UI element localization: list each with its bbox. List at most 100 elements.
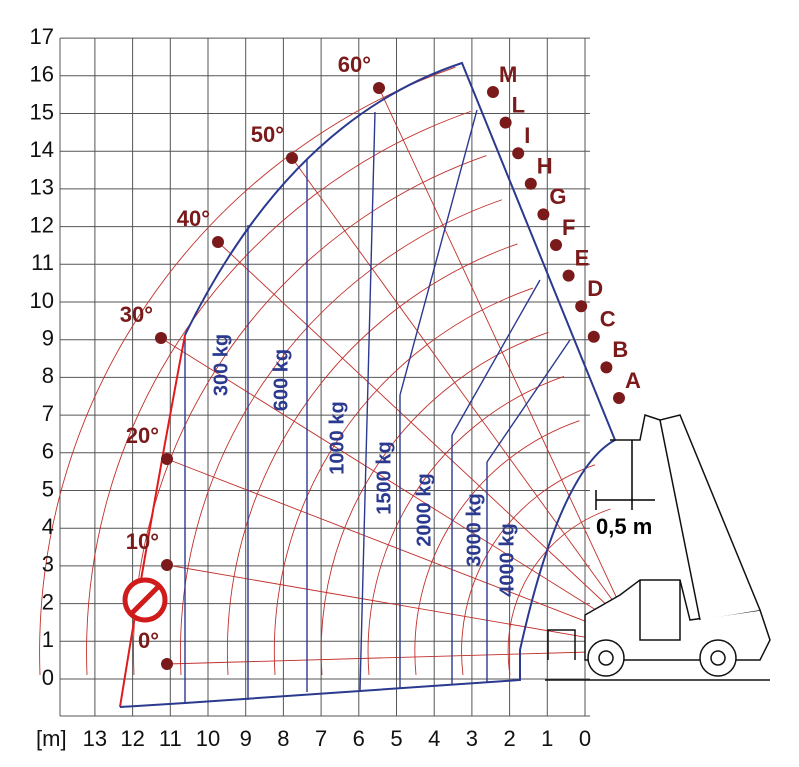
load-label: 4000 kg xyxy=(496,523,518,596)
angle-label: 0° xyxy=(138,628,159,653)
extension-label: E xyxy=(575,245,590,270)
axis-unit: [m] xyxy=(36,726,67,751)
extension-label: A xyxy=(625,368,641,393)
extension-label: M xyxy=(499,62,517,87)
y-tick-label: 17 xyxy=(30,24,54,49)
y-tick-label: 1 xyxy=(42,627,54,652)
extension-dot xyxy=(537,208,550,221)
extension-arc xyxy=(133,155,487,676)
extension-label: L xyxy=(512,92,525,117)
angle-dot xyxy=(286,152,298,164)
angle-dot xyxy=(161,559,173,571)
angle-line xyxy=(166,564,621,644)
x-tick-label: 0 xyxy=(579,726,591,751)
angle-line xyxy=(217,241,621,618)
y-tick-label: 6 xyxy=(42,439,54,464)
angle-dot xyxy=(161,453,173,465)
telehandler xyxy=(545,414,771,681)
extension-arc xyxy=(367,376,565,676)
no-entry-sign xyxy=(122,577,168,623)
load-label: 600 kg xyxy=(270,349,292,411)
extension-dot xyxy=(524,177,537,190)
angle-dot xyxy=(212,236,224,248)
extension-dot xyxy=(613,392,625,404)
y-tick-label: 14 xyxy=(30,137,54,162)
extension-label: I xyxy=(524,123,530,148)
angle-label: 10° xyxy=(126,529,159,554)
radius-lines xyxy=(39,66,621,676)
load-line xyxy=(359,111,376,691)
extension-label: F xyxy=(562,215,575,240)
dimension xyxy=(595,440,655,510)
extension-dot xyxy=(562,269,575,282)
extension-dot xyxy=(512,147,525,160)
x-tick-label: 7 xyxy=(315,726,327,751)
envelope xyxy=(119,61,617,708)
y-tick-label: 5 xyxy=(42,476,54,501)
extension-label: B xyxy=(612,337,628,362)
y-tick-label: 16 xyxy=(30,62,54,87)
angle-line xyxy=(378,87,621,606)
angle-line xyxy=(166,650,621,665)
x-tick-label: 11 xyxy=(159,726,182,751)
x-tick-label: 2 xyxy=(503,726,515,751)
load-label: 300 kg xyxy=(210,334,232,396)
extension-dot xyxy=(487,86,499,98)
load-line xyxy=(451,279,541,436)
extension-label: H xyxy=(537,154,553,179)
x-tick-label: 8 xyxy=(277,726,289,751)
y-tick-label: 15 xyxy=(30,99,54,124)
extension-dot xyxy=(575,300,588,313)
x-tick-label: 3 xyxy=(466,726,478,751)
angle-label: 60° xyxy=(338,52,371,77)
x-tick-label: 5 xyxy=(390,726,402,751)
load-lines xyxy=(184,109,571,703)
extension-dot xyxy=(550,239,562,251)
extension-label: C xyxy=(600,307,616,332)
angle-label: 50° xyxy=(251,122,284,147)
y-tick-label: 9 xyxy=(42,326,54,351)
angle-label: 30° xyxy=(120,302,153,327)
load-line xyxy=(399,109,478,396)
y-tick-label: 11 xyxy=(31,250,54,275)
grid xyxy=(59,37,590,717)
extension-label: G xyxy=(549,184,566,209)
y-tick-label: 10 xyxy=(30,288,54,313)
extension-arc xyxy=(226,243,518,676)
load-label: 1500 kg xyxy=(373,441,395,514)
extension-dot xyxy=(587,330,600,343)
extension-dot xyxy=(499,116,512,129)
x-tick-label: 4 xyxy=(428,726,440,751)
y-tick-label: 8 xyxy=(42,363,54,388)
dimension-label: 0,5 m xyxy=(596,514,652,539)
load-label: 1000 kg xyxy=(326,401,348,474)
extension-arc xyxy=(273,287,534,676)
angle-line xyxy=(160,337,621,626)
angle-line xyxy=(291,157,621,611)
extension-arc xyxy=(320,331,549,676)
x-tick-label: 10 xyxy=(196,726,220,751)
y-tick-label: 0 xyxy=(42,665,54,690)
extension-label: D xyxy=(587,276,603,301)
y-tick-label: 2 xyxy=(42,589,54,614)
y-tick-label: 4 xyxy=(42,514,54,539)
angle-dot xyxy=(161,658,173,670)
y-tick-label: 13 xyxy=(30,175,54,200)
angle-line xyxy=(166,458,621,636)
x-tick-label: 12 xyxy=(120,726,144,751)
extension-dot xyxy=(600,361,613,374)
extension-arc xyxy=(461,464,596,676)
extension-arc xyxy=(39,66,456,676)
angle-dot xyxy=(373,82,385,94)
y-tick-label: 7 xyxy=(42,401,54,426)
x-tick-label: 6 xyxy=(353,726,365,751)
extension-arc xyxy=(86,110,472,676)
y-tick-label: 12 xyxy=(30,212,54,237)
x-tick-label: 9 xyxy=(240,726,252,751)
extension-arc xyxy=(414,420,580,676)
angle-dot xyxy=(155,332,167,344)
limit-edge xyxy=(119,334,186,708)
load-label: 2000 kg xyxy=(413,473,435,546)
angle-label: 20° xyxy=(126,423,159,448)
